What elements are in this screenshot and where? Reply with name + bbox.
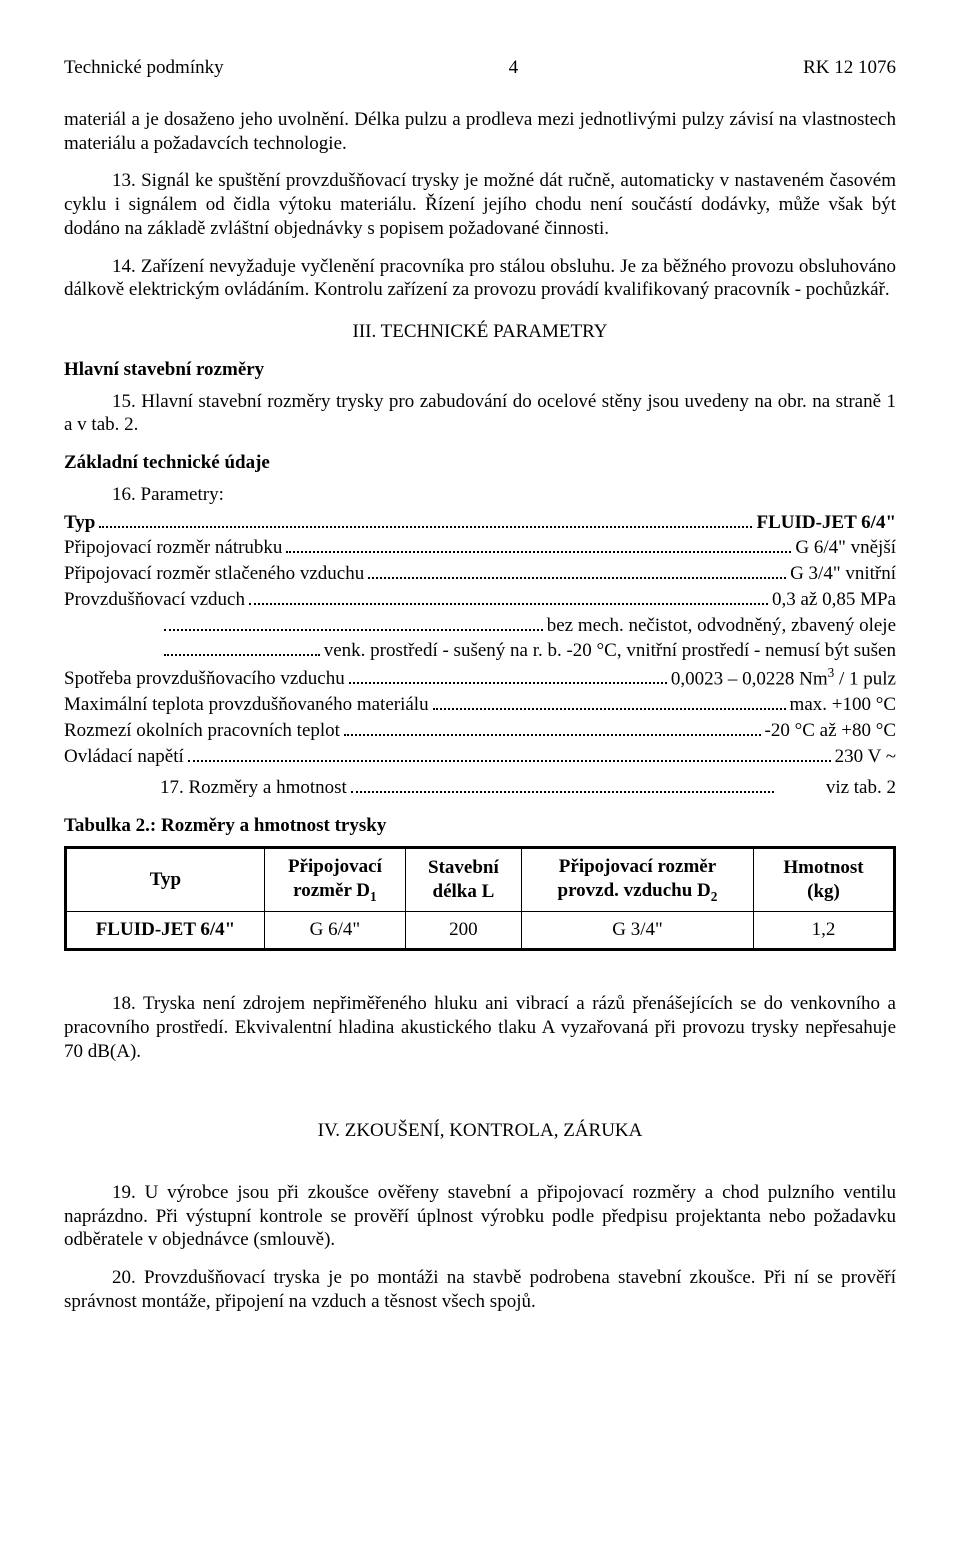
param-value: max. +100 °C	[790, 693, 896, 717]
param-value: 0,0023 – 0,0228 Nm3 / 1 pulz	[671, 665, 896, 691]
param-label: Maximální teplota provzdušňovaného mater…	[64, 693, 429, 717]
para-16: 16. Parametry:	[64, 483, 896, 507]
td-d2: G 3/4"	[521, 911, 753, 949]
para-17: 17. Rozměry a hmotnost viz tab. 2	[64, 776, 896, 800]
param-value: G 3/4" vnitřní	[790, 562, 896, 586]
param-row: Připojovací rozměr nátrubku G 6/4" vnější	[64, 536, 896, 560]
param-row: Rozmezí okolních pracovních teplot -20 °C…	[64, 719, 896, 743]
dots	[344, 721, 761, 736]
th-l: Stavební délka L	[405, 847, 521, 911]
param-value: G 6/4" vnější	[795, 536, 896, 560]
dots	[433, 695, 786, 710]
param-row: Maximální teplota provzdušňovaného mater…	[64, 693, 896, 717]
header-right: RK 12 1076	[803, 56, 896, 80]
table-2: Typ Připojovací rozměr D1 Stavební délka…	[64, 846, 896, 951]
param-label: Typ	[64, 511, 95, 535]
subheading-basic-data: Základní technické údaje	[64, 451, 896, 475]
dots	[368, 564, 786, 579]
th-mass: Hmotnost (kg)	[754, 847, 895, 911]
para-15: 15. Hlavní stavební rozměry trysky pro z…	[64, 390, 896, 438]
dots	[351, 778, 774, 793]
para-19: 19. U výrobce jsou při zkoušce ověřeny s…	[64, 1181, 896, 1252]
dots	[99, 512, 752, 527]
dots	[164, 641, 320, 656]
param-label: Provzdušňovací vzduch	[64, 588, 245, 612]
subheading-main-dims: Hlavní stavební rozměry	[64, 358, 896, 382]
parameters-list: TypFLUID-JET 6/4"Připojovací rozměr nátr…	[64, 511, 896, 769]
header-left: Technické podmínky	[64, 56, 224, 80]
param-value: 230 V ~	[835, 745, 896, 769]
dots	[286, 538, 791, 553]
param-row: Typ FLUID-JET 6/4"	[64, 511, 896, 535]
section-3-heading: III. TECHNICKÉ PARAMETRY	[64, 320, 896, 344]
para-13: 13. Signál ke spuštění provzdušňovací tr…	[64, 169, 896, 240]
td-mass: 1,2	[754, 911, 895, 949]
header-page-number: 4	[509, 56, 519, 80]
table-row: FLUID-JET 6/4" G 6/4" 200 G 3/4" 1,2	[66, 911, 895, 949]
param-row: Ovládací napětí 230 V ~	[64, 745, 896, 769]
th-typ: Typ	[66, 847, 265, 911]
section-4-heading: IV. ZKOUŠENÍ, KONTROLA, ZÁRUKA	[64, 1119, 896, 1143]
param-row: venk. prostředí - sušený na r. b. -20 °C…	[64, 639, 896, 663]
td-typ: FLUID-JET 6/4"	[66, 911, 265, 949]
param-label: Ovládací napětí	[64, 745, 184, 769]
param-row: Připojovací rozměr stlačeného vzduchu G 3…	[64, 562, 896, 586]
param-label: Rozmezí okolních pracovních teplot	[64, 719, 340, 743]
td-d1: G 6/4"	[264, 911, 405, 949]
param-row: Spotřeba provzdušňovacího vzduchu 0,0023 …	[64, 665, 896, 691]
param-value: -20 °C až +80 °C	[765, 719, 896, 743]
dots	[164, 615, 543, 630]
para-17-label: 17. Rozměry a hmotnost	[64, 776, 347, 800]
param-row: Provzdušňovací vzduch 0,3 až 0,85 MPa	[64, 588, 896, 612]
param-value: FLUID-JET 6/4"	[756, 511, 896, 535]
param-row: bez mech. nečistot, odvodněný, zbavený o…	[64, 614, 896, 638]
table-2-title: Tabulka 2.: Rozměry a hmotnost trysky	[64, 814, 896, 838]
table-header-row: Typ Připojovací rozměr D1 Stavební délka…	[66, 847, 895, 911]
dots	[188, 746, 831, 761]
td-l: 200	[405, 911, 521, 949]
page-header: Technické podmínky 4 RK 12 1076	[64, 56, 896, 80]
dots	[249, 589, 768, 604]
param-label: Spotřeba provzdušňovacího vzduchu	[64, 667, 345, 691]
para-17-value: viz tab. 2	[778, 776, 896, 800]
para-continuation: materiál a je dosaženo jeho uvolnění. Dé…	[64, 108, 896, 156]
param-label: Připojovací rozměr nátrubku	[64, 536, 282, 560]
param-value: 0,3 až 0,85 MPa	[772, 588, 896, 612]
th-d1: Připojovací rozměr D1	[264, 847, 405, 911]
param-label: Připojovací rozměr stlačeného vzduchu	[64, 562, 364, 586]
para-14: 14. Zařízení nevyžaduje vyčlenění pracov…	[64, 255, 896, 303]
param-value: bez mech. nečistot, odvodněný, zbavený o…	[547, 614, 896, 638]
dots	[349, 669, 667, 684]
para-18: 18. Tryska není zdrojem nepřiměřeného hl…	[64, 992, 896, 1063]
th-d2: Připojovací rozměr provzd. vzduchu D2	[521, 847, 753, 911]
para-20: 20. Provzdušňovací tryska je po montáži …	[64, 1266, 896, 1314]
param-value: venk. prostředí - sušený na r. b. -20 °C…	[324, 639, 896, 663]
